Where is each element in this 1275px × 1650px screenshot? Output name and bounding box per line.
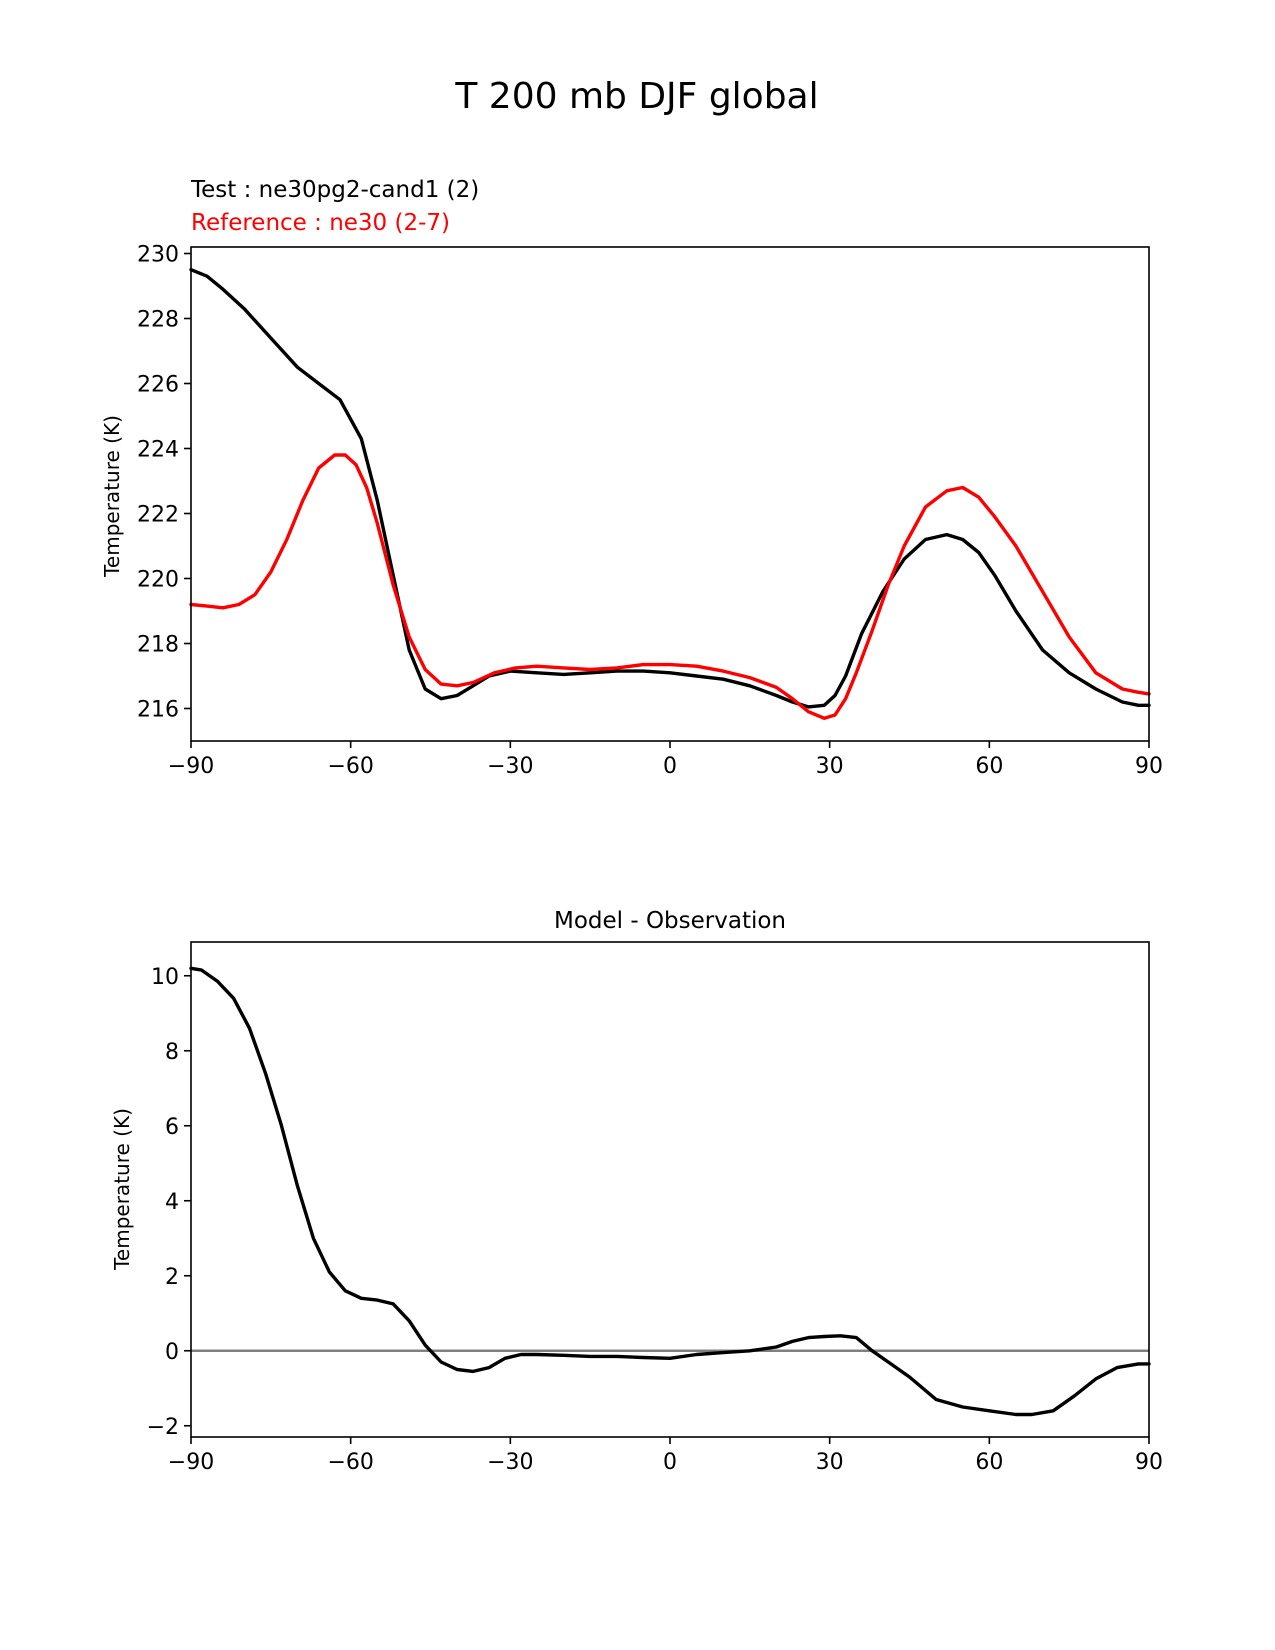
top-y-tick-label: 222 [137, 503, 179, 528]
top-x-tick-label: 0 [663, 754, 677, 779]
bottom-y-tick-label: 4 [165, 1190, 179, 1215]
reference-series-line [189, 453, 1151, 720]
top-x-tick-label: −30 [487, 754, 533, 779]
bottom-title: Model - Observation [554, 908, 786, 934]
top-y-tick-label: 228 [137, 308, 179, 333]
test-series-line [189, 268, 1151, 709]
bottom-y-tick-label: 0 [165, 1340, 179, 1365]
model-minus-obs-line [189, 966, 1151, 1417]
top-series-lines [189, 268, 1151, 720]
top-x-tick-label: 30 [816, 754, 844, 779]
bottom-x-tick-label: 60 [975, 1450, 1003, 1475]
top-y-ticks: 216 218 220 222 224 226 228 230 [137, 243, 191, 723]
panel-model-minus-observation: Model - Observation Temperature (K) −2 0 2… [110, 908, 1163, 1475]
bottom-x-tick-label: −90 [168, 1450, 214, 1475]
top-x-ticks: −90 −60 −30 0 30 60 90 [168, 741, 1163, 779]
top-x-tick-label: −90 [168, 754, 214, 779]
bottom-series-lines [189, 966, 1151, 1417]
bottom-x-tick-label: 0 [663, 1450, 677, 1475]
top-y-tick-label: 224 [137, 438, 179, 463]
top-x-tick-label: 90 [1135, 754, 1163, 779]
top-y-tick-label: 226 [137, 373, 179, 398]
bottom-y-tick-label: 10 [151, 965, 179, 990]
bottom-y-tick-label: −2 [147, 1415, 179, 1440]
top-y-tick-label: 216 [137, 698, 179, 723]
top-x-tick-label: 60 [975, 754, 1003, 779]
bottom-y-ticks: −2 0 2 4 6 8 10 [147, 965, 191, 1440]
bottom-x-tick-label: 30 [816, 1450, 844, 1475]
bottom-y-tick-label: 6 [165, 1115, 179, 1140]
top-x-tick-label: −60 [327, 754, 373, 779]
bottom-axes-frame [190, 941, 1150, 1438]
bottom-y-axis-label: Temperature (K) [110, 1108, 134, 1271]
bottom-x-ticks: −90 −60 −30 0 30 60 90 [168, 1437, 1163, 1475]
panel-test-vs-reference: Test : ne30pg2-cand1 (2) Reference : ne3… [100, 177, 1163, 779]
bottom-y-tick-label: 8 [165, 1040, 179, 1065]
top-axes-frame [190, 246, 1150, 742]
top-y-tick-label: 220 [137, 568, 179, 593]
top-y-tick-label: 218 [137, 633, 179, 658]
bottom-x-tick-label: −30 [487, 1450, 533, 1475]
test-title: Test : ne30pg2-cand1 (2) [190, 177, 479, 203]
top-y-axis-label: Temperature (K) [100, 415, 124, 578]
top-y-tick-label: 230 [137, 243, 179, 268]
reference-title: Reference : ne30 (2-7) [191, 210, 450, 236]
bottom-y-tick-label: 2 [165, 1265, 179, 1290]
bottom-x-tick-label: −60 [327, 1450, 373, 1475]
bottom-x-tick-label: 90 [1135, 1450, 1163, 1475]
figure-title: T 200 mb DJF global [454, 76, 818, 117]
